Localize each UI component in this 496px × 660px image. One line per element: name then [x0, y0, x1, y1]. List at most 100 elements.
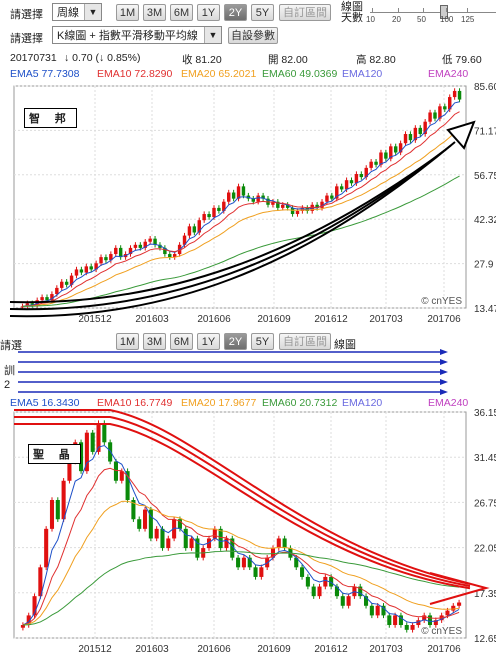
y-tick-label: 31.45 — [474, 453, 496, 464]
candle-body — [166, 538, 171, 549]
candle-body — [384, 152, 388, 159]
candle-body — [231, 192, 236, 199]
ema-line-60 — [22, 175, 460, 307]
candle-body — [241, 557, 246, 568]
candle-body — [340, 596, 345, 606]
candle-body — [354, 174, 359, 184]
overlap-period-button[interactable]: 1Y — [197, 333, 220, 350]
plot-area — [13, 411, 467, 639]
overlap-days-label: 線圖 — [334, 339, 356, 351]
candle-body — [189, 538, 194, 549]
candle-body — [158, 244, 162, 248]
ema-legend-item: EMA240 — [428, 397, 469, 409]
candle-body — [259, 567, 264, 577]
candle-body — [197, 220, 201, 233]
overlap-period-button[interactable]: 2Y — [224, 333, 247, 350]
quote-change: ↓ 0.70 (↓ 0.85%) — [64, 52, 141, 64]
x-tick-label: 201603 — [135, 644, 169, 655]
candle-body — [177, 519, 182, 529]
days-tick-label: 20 — [392, 15, 401, 24]
candle-body — [49, 499, 55, 529]
candle-body — [74, 269, 79, 276]
candle-body — [374, 161, 378, 165]
indicator-select[interactable]: K線圖 + 指數平滑移動平均線 ▼ — [52, 26, 222, 44]
candle-body — [236, 557, 241, 568]
candle-body — [276, 201, 280, 208]
candle-body — [404, 625, 409, 630]
ema-legend-item: EMA20 17.9677 — [181, 397, 257, 409]
candle-body — [427, 615, 433, 626]
period-button-6m[interactable]: 6M — [170, 4, 193, 21]
candle-body — [118, 247, 123, 258]
custom-range-button[interactable]: 自訂區間 — [279, 4, 331, 21]
candle-body — [148, 509, 153, 539]
candle-body — [212, 207, 216, 218]
custom-params-button[interactable]: 自設參數 — [228, 27, 278, 44]
candle-body — [418, 127, 422, 135]
days-tick-label: 50 — [417, 15, 426, 24]
candle-body — [143, 509, 148, 529]
candle-body — [61, 480, 66, 520]
candle-body — [20, 306, 25, 308]
period-button-3m[interactable]: 3M — [143, 4, 166, 21]
candle-body — [96, 423, 101, 452]
overlap-custom-range-button[interactable]: 自訂區間 — [279, 333, 331, 350]
candle-body — [160, 528, 165, 549]
candle-body — [261, 195, 265, 199]
candle-body — [114, 247, 118, 255]
ema-legend-item: EMA5 77.7308 — [10, 68, 80, 80]
x-tick-label: 201609 — [257, 314, 291, 325]
candle-body — [416, 620, 421, 626]
overlap-period-button[interactable]: 5Y — [251, 333, 274, 350]
overlap-period-button[interactable]: 1M — [116, 333, 139, 350]
candle-body — [305, 576, 310, 587]
candle-body — [90, 432, 95, 452]
candle-body — [202, 214, 206, 221]
candle-body — [45, 297, 49, 301]
period-button-2y[interactable]: 2Y — [224, 4, 247, 21]
overlap-period-button[interactable]: 6M — [170, 333, 193, 350]
candle-body — [119, 471, 124, 481]
candle-body — [276, 538, 281, 549]
days-slider-track[interactable] — [370, 12, 496, 13]
candle-body — [67, 461, 72, 481]
candle-body — [148, 238, 152, 242]
days-slider-thumb[interactable] — [440, 5, 448, 19]
period-button-1m[interactable]: 1M — [116, 4, 139, 21]
ema-line-10 — [22, 111, 460, 307]
candle-body — [358, 586, 363, 597]
y-tick-label: 42.32 — [474, 215, 496, 226]
candle-body — [393, 146, 398, 153]
candle-body — [329, 576, 334, 587]
period-button-1y[interactable]: 1Y — [197, 4, 220, 21]
candle-body — [359, 174, 364, 178]
candle-body — [40, 297, 44, 301]
red-arrow-head — [429, 572, 490, 605]
candle-body — [451, 605, 456, 611]
days-tick-label: 100 — [440, 15, 454, 24]
candle-body — [369, 605, 374, 616]
candle-body — [163, 247, 167, 255]
candle-body — [457, 90, 462, 100]
candle-body — [438, 106, 442, 119]
candle-body — [330, 195, 334, 199]
y-tick-label: 85.60 — [474, 82, 496, 93]
candle-body — [55, 287, 59, 295]
quote-open: 開 82.00 — [268, 54, 308, 66]
candle-body — [230, 538, 235, 558]
ema-line-20 — [22, 500, 460, 626]
x-tick-label: 201512 — [78, 644, 112, 655]
candle-body — [325, 195, 329, 202]
period-select[interactable]: 周線 ▼ — [52, 3, 102, 21]
candle-body — [195, 538, 200, 558]
candle-body — [364, 167, 368, 178]
overlap-side-label: 訓 — [4, 365, 15, 377]
candle-body — [224, 538, 229, 549]
period-button-5y[interactable]: 5Y — [251, 4, 274, 21]
overlap-period-button[interactable]: 3M — [143, 333, 166, 350]
days-tick-mark — [372, 8, 373, 12]
candle-body — [30, 303, 34, 305]
candle-body — [408, 134, 413, 141]
candle-body — [38, 567, 43, 597]
candle-body — [295, 210, 300, 215]
